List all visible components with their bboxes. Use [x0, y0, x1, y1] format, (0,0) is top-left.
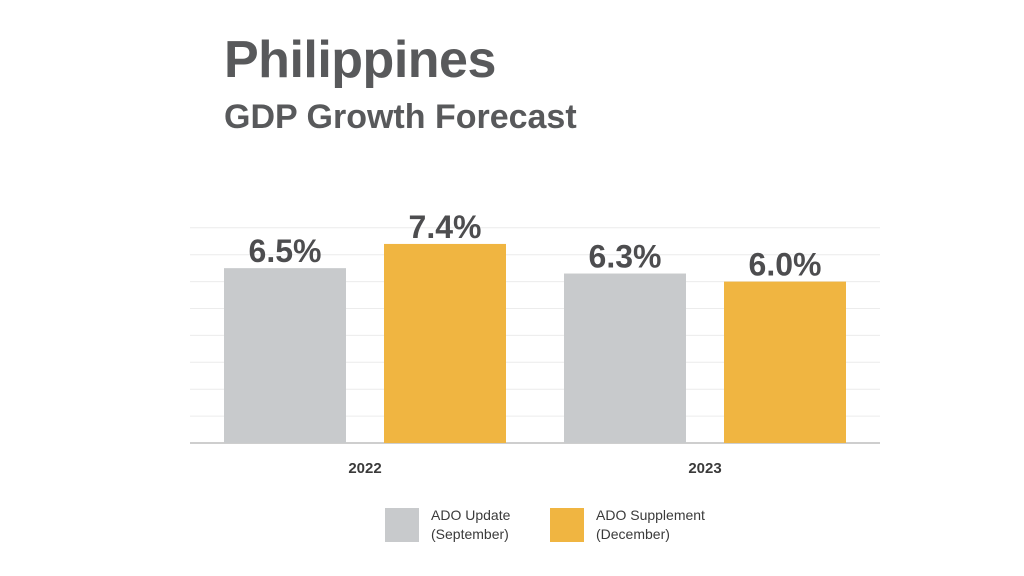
bar-2023-series-0: [564, 273, 686, 443]
category-label-2022: 2022: [348, 460, 381, 477]
legend-swatch-ado-update: [385, 508, 419, 542]
legend-label-ado-supplement-line2: (December): [596, 526, 670, 542]
legend-swatch-ado-supplement: [550, 508, 584, 542]
value-label-2023-series-0: 6.3%: [589, 239, 662, 275]
bar-2023-series-1: [724, 281, 846, 443]
bar-2022-series-1: [384, 243, 506, 443]
legend-item-ado-update: ADO Update (September): [385, 506, 510, 544]
value-label-2023-series-1: 6.0%: [749, 247, 822, 283]
category-label-2023: 2023: [688, 460, 721, 477]
chart-subtitle: GDP Growth Forecast: [224, 98, 577, 136]
chart-title: Philippines: [224, 31, 496, 89]
category-labels: 2022 2023: [348, 460, 721, 477]
legend-item-ado-supplement: ADO Supplement (December): [550, 506, 705, 544]
legend-label-ado-supplement-line1: ADO Supplement: [596, 507, 705, 523]
value-label-2022-series-1: 7.4%: [409, 209, 482, 245]
legend-label-ado-supplement: ADO Supplement (December): [596, 506, 705, 544]
value-label-2022-series-0: 6.5%: [249, 233, 322, 269]
legend-label-ado-update: ADO Update (September): [431, 506, 510, 544]
legend-label-ado-update-line2: (September): [431, 526, 509, 542]
value-labels: 6.5% 7.4% 6.3% 6.0%: [249, 209, 822, 283]
legend-label-ado-update-line1: ADO Update: [431, 507, 511, 523]
bar-2022-series-0: [224, 268, 346, 443]
bars: [224, 243, 846, 443]
